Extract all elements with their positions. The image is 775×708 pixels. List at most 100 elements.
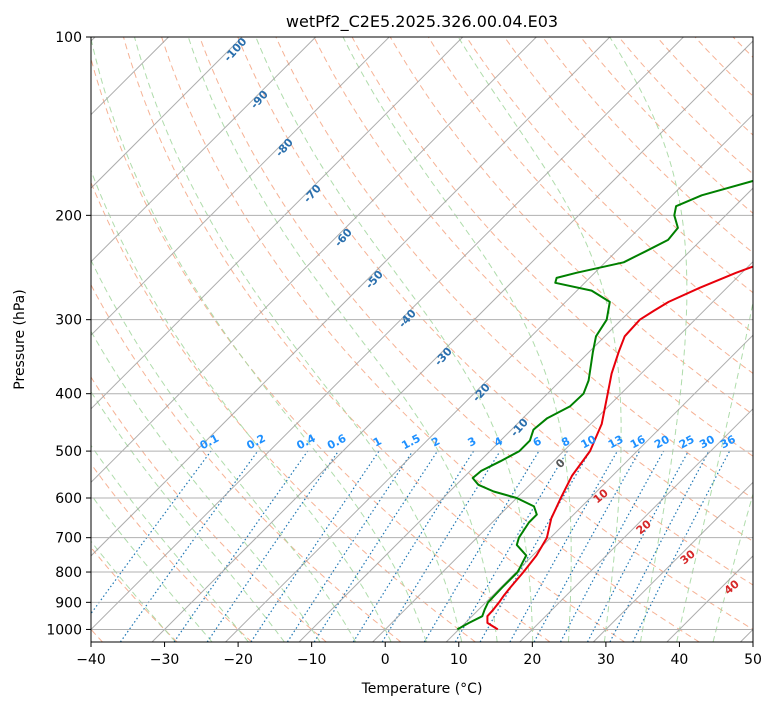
isotherm-line — [445, 334, 753, 642]
mixing-ratio-line — [509, 450, 618, 642]
plot-frame — [90, 36, 754, 643]
temperature-profile — [486, 265, 753, 631]
mixing-ratio-label: 6 — [531, 434, 544, 449]
dry-adiabat-line — [694, 37, 753, 97]
mixing-ratio-line — [250, 450, 380, 642]
x-tick-label: 10 — [450, 652, 468, 668]
isotherm-line — [91, 37, 464, 410]
isotherm-line — [666, 555, 753, 642]
dry-adiabat-line — [91, 283, 402, 642]
isotherm-line — [225, 113, 753, 642]
mixing-ratio-label: 30 — [697, 433, 717, 452]
moist-adiabat-label: -60 — [332, 226, 355, 250]
isotherm-line — [91, 37, 537, 484]
mixing-ratio-label: 8 — [559, 434, 572, 449]
mixing-ratio-line — [313, 450, 438, 642]
mixing-ratio-line — [119, 450, 259, 642]
dry-adiabat-line — [237, 37, 753, 586]
mixing-ratio-line — [533, 450, 641, 642]
dry-adiabat-line — [199, 37, 753, 630]
dry-adiabat-line — [275, 37, 753, 542]
mixing-ratio-label: 20 — [652, 433, 672, 452]
moist-adiabat-line — [91, 493, 213, 642]
mixing-ratio-line — [559, 450, 665, 642]
isotherm-line — [91, 37, 390, 336]
mixing-ratio-line — [632, 450, 731, 642]
moist-adiabat-label: -80 — [273, 136, 296, 160]
moist-adiabat-line — [255, 37, 534, 642]
pressure-gridlines — [91, 37, 753, 630]
isotherm-line — [372, 260, 753, 642]
moist-adiabat-line — [91, 330, 321, 642]
dry-adiabat-label: 30 — [678, 547, 698, 567]
y-tick-label: 900 — [55, 595, 82, 611]
dry-adiabat-line — [313, 37, 753, 499]
moist-adiabat-label: -20 — [470, 381, 493, 405]
contour-labels: -100-90-80-70-60-50-40-30-20-100.1 0.2 0.4… — [198, 37, 742, 597]
y-axis-ticks: 100 200 300 400 500 600 700 800 900 1000 — [46, 30, 91, 638]
moist-adiabat-label: -50 — [363, 268, 386, 292]
mixing-ratio-label: 10 — [579, 433, 599, 452]
isotherm-line — [91, 37, 317, 263]
x-tick-label: −30 — [150, 652, 180, 668]
moist-adiabat-label: -10 — [508, 416, 531, 440]
y-tick-label: 200 — [55, 208, 82, 224]
mixing-ratio-lines — [91, 450, 731, 642]
mixing-ratio-label: 36 — [718, 433, 738, 452]
dry-adiabat-line — [91, 56, 551, 642]
moist-adiabat-line — [91, 169, 392, 642]
isotherm-label: 0 — [553, 456, 568, 471]
y-tick-label: 1000 — [46, 622, 82, 638]
mixing-ratio-label: 1.5 — [399, 432, 422, 453]
isotherm-line — [592, 481, 753, 642]
chart-title: wetPf2_C2E5.2025.326.00.04.E03 — [286, 12, 558, 32]
moist-adiabat-line — [676, 299, 753, 642]
mixing-ratio-line — [206, 450, 339, 642]
moist-adiabats — [91, 37, 753, 642]
y-axis-label: Pressure (hPa) — [12, 289, 28, 389]
dry-adiabat-line — [91, 463, 253, 642]
mixing-ratio-label: 13 — [606, 433, 626, 452]
plot-area: -100-90-80-70-60-50-40-30-20-100.1 0.2 0.4… — [91, 37, 775, 642]
mixing-ratio-label: 0.1 — [198, 432, 221, 453]
y-tick-label: 100 — [55, 30, 82, 46]
mixing-ratio-line — [381, 450, 501, 642]
dry-adiabat-line — [465, 37, 753, 334]
y-tick-label: 800 — [55, 565, 82, 581]
moist-adiabat-label: -40 — [396, 307, 419, 331]
mixing-ratio-line — [91, 450, 212, 615]
dry-adiabat-line — [91, 376, 327, 642]
sounding-profiles — [456, 179, 753, 631]
moist-adiabat-line — [609, 37, 688, 642]
dry-adiabat-line — [771, 37, 775, 642]
mixing-ratio-line — [454, 450, 568, 642]
mixing-ratio-line — [173, 450, 309, 642]
isotherm-line — [519, 408, 753, 642]
skewed-isotherms — [91, 37, 753, 642]
y-tick-label: 500 — [55, 444, 82, 460]
mixing-ratio-line — [352, 450, 475, 642]
x-tick-label: −40 — [76, 652, 106, 668]
y-tick-label: 600 — [55, 491, 82, 507]
dry-adiabat-label: 40 — [722, 577, 742, 597]
x-tick-label: 30 — [597, 652, 615, 668]
moist-adiabat-label: -90 — [248, 88, 271, 112]
moist-adiabat-line — [187, 37, 498, 642]
moist-adiabat-line — [91, 259, 357, 642]
moist-adiabat-line — [91, 390, 285, 642]
dewpoint-profile — [456, 179, 753, 631]
x-tick-label: 40 — [671, 652, 689, 668]
moist-adiabat-line — [134, 37, 463, 642]
mixing-ratio-line — [586, 450, 689, 642]
isotherm-line — [91, 37, 684, 631]
mixing-ratio-label: 16 — [628, 433, 648, 452]
x-tick-label: −10 — [297, 652, 327, 668]
moist-adiabat-line — [712, 492, 753, 642]
isotherm-line — [91, 37, 243, 189]
moist-adiabat-label: -30 — [432, 345, 455, 369]
x-tick-label: 0 — [381, 652, 390, 668]
mixing-ratio-label: 0.4 — [294, 432, 318, 453]
x-tick-label: −20 — [223, 652, 253, 668]
isotherm-line — [151, 40, 753, 642]
